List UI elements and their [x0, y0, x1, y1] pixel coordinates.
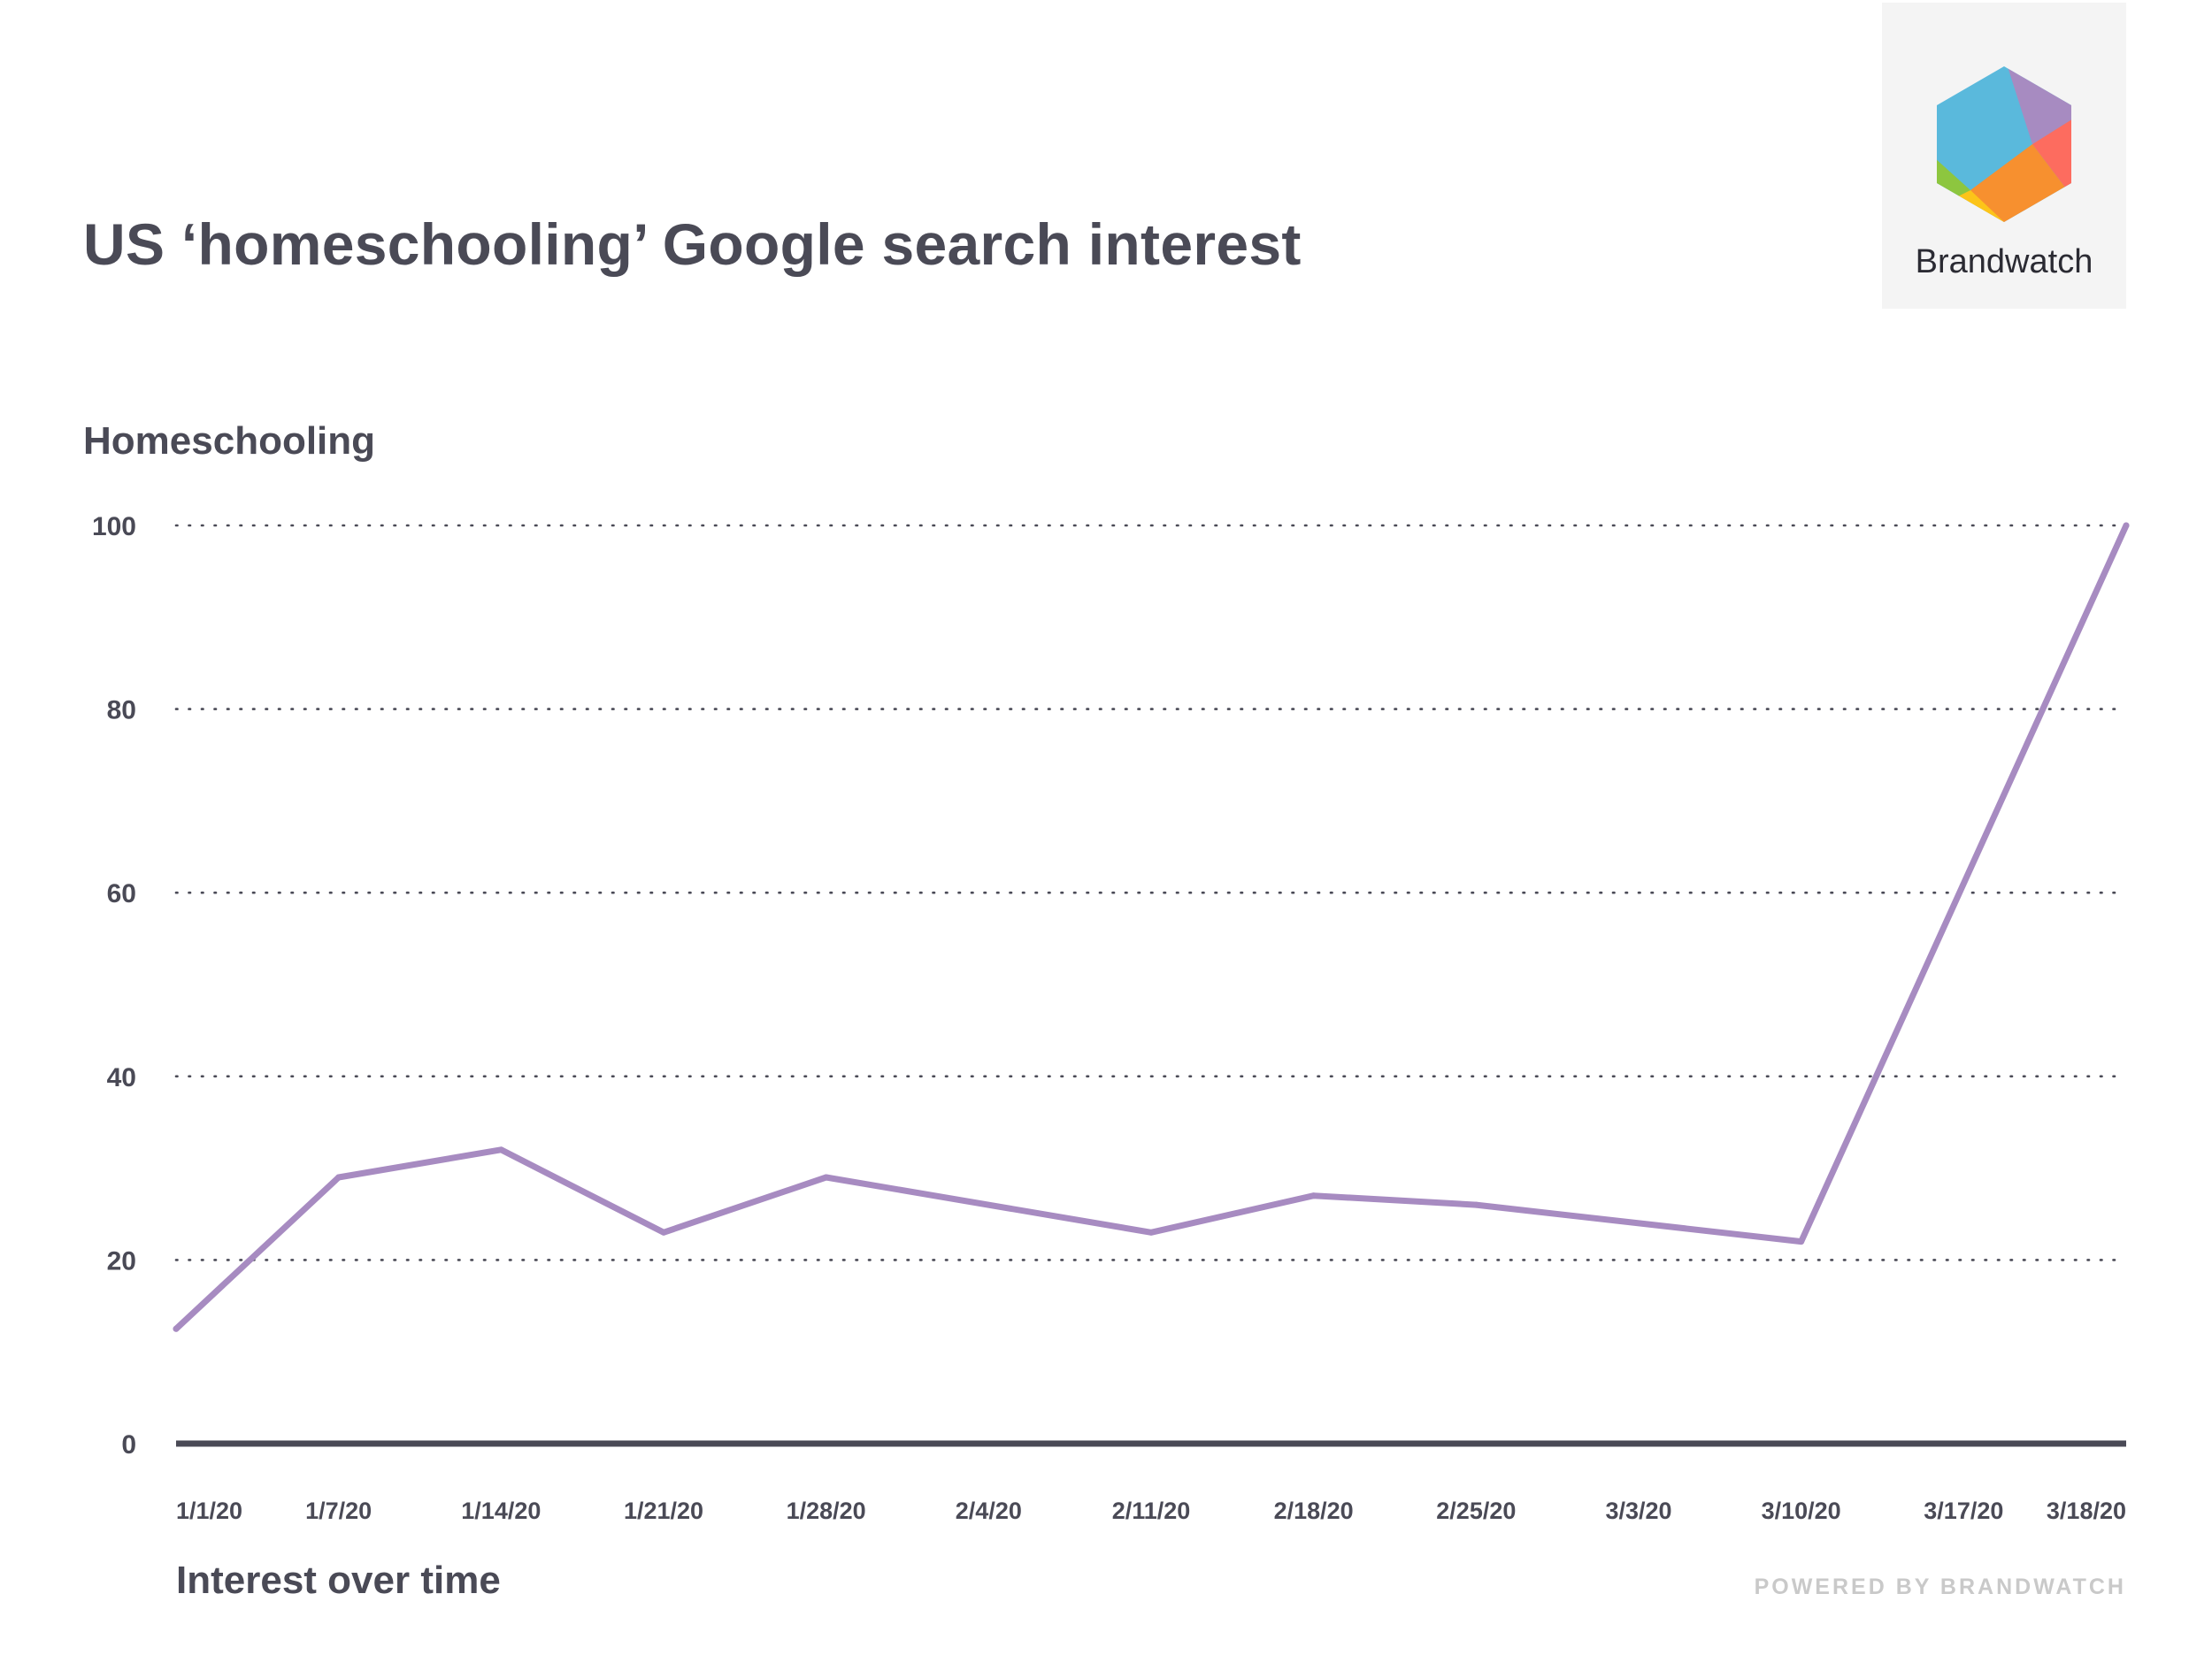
x-tick-label: 3/3/20: [1605, 1498, 1671, 1524]
x-tick-label: 3/10/20: [1762, 1498, 1841, 1524]
x-tick-label: 2/25/20: [1436, 1498, 1516, 1524]
y-tick-labels: 0 20 40 60 80 100: [92, 512, 136, 1460]
data-point: [173, 1325, 180, 1332]
series-line-0: [173, 522, 2130, 1332]
y-tick-label: 100: [92, 512, 136, 541]
x-tick-label: 2/4/20: [956, 1498, 1022, 1524]
y-tick-label: 80: [107, 696, 136, 725]
data-point: [1472, 1201, 1479, 1208]
x-tick-labels: 1/1/20 1/7/20 1/14/20 1/21/20 1/28/20 2/4/20 2…: [176, 1498, 2126, 1524]
y-tick-label: 60: [107, 879, 136, 908]
data-point: [1148, 1229, 1155, 1236]
gridlines: [174, 524, 2128, 1261]
x-tick-label: 1/14/20: [461, 1498, 541, 1524]
data-point: [1798, 1238, 1805, 1245]
brandwatch-logo-text: Brandwatch: [1915, 243, 2093, 280]
x-tick-label: 3/17/20: [1924, 1498, 2003, 1524]
brandwatch-hexagon-logo-icon: [1937, 66, 2071, 222]
data-point: [1310, 1192, 1317, 1199]
series: [173, 522, 2130, 1332]
y-tick-label: 40: [107, 1063, 136, 1092]
data-point: [823, 1174, 830, 1181]
data-point: [2123, 522, 2130, 529]
data-point: [660, 1229, 667, 1236]
y-axis-label: Homeschooling: [83, 419, 376, 463]
x-tick-label: 2/11/20: [1112, 1498, 1191, 1524]
brandwatch-logo-card: Brandwatch: [1882, 3, 2126, 309]
y-tick-label: 20: [107, 1246, 136, 1276]
x-axis-label: Interest over time: [176, 1559, 501, 1602]
x-tick-label: 1/21/20: [624, 1498, 703, 1524]
x-tick-label: 1/28/20: [787, 1498, 866, 1524]
data-point: [335, 1174, 342, 1181]
chart-title: US ‘homeschooling’ Google search interes…: [83, 211, 1302, 277]
x-tick-label: 1/7/20: [305, 1498, 372, 1524]
y-tick-label: 0: [121, 1430, 136, 1460]
data-point: [497, 1146, 504, 1153]
powered-by-text: POWERED BY BRANDWATCH: [1754, 1575, 2126, 1599]
x-tick-label: 3/18/20: [2047, 1498, 2126, 1524]
x-tick-label: 2/18/20: [1274, 1498, 1354, 1524]
x-tick-label: 1/1/20: [176, 1498, 242, 1524]
